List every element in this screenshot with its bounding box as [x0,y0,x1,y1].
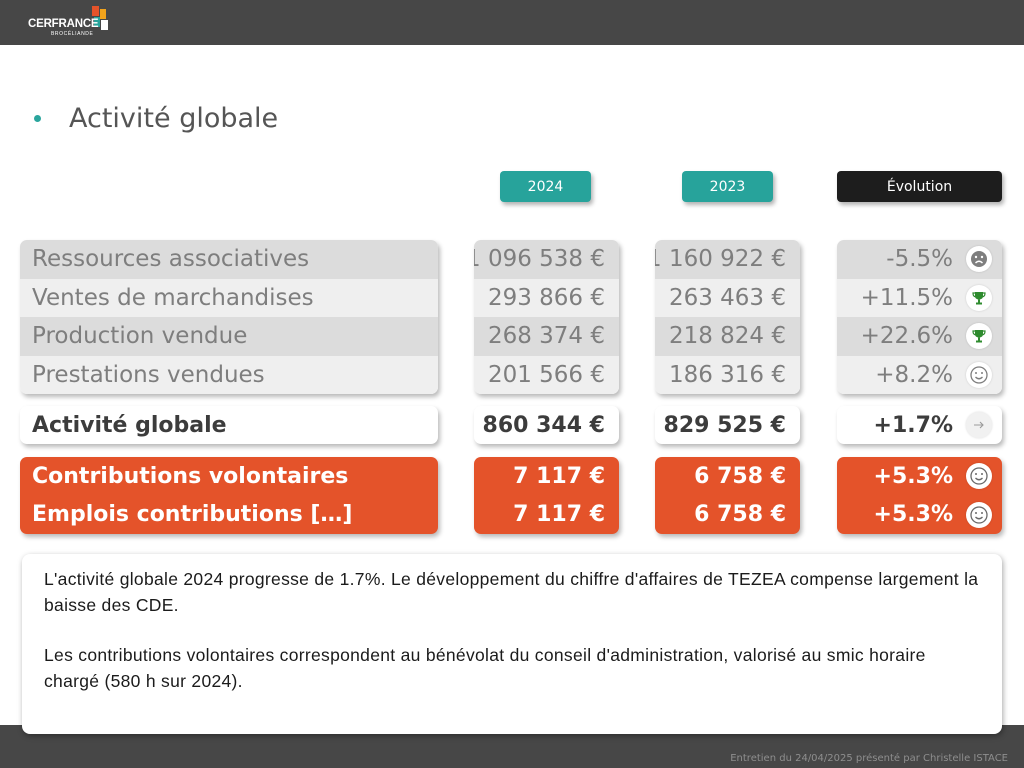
page-title-text: Activité globale [69,102,279,134]
evolution-cell: +11.5% [837,278,1002,317]
value-2024: 293 866 € [474,278,619,317]
contribution-2023: 6 758 € [694,463,786,489]
page-title: Activité globale [34,98,278,138]
total-evolution-box: +1.7% [837,406,1002,444]
total-2023: 1 829 525 € [655,412,786,438]
contribution-evolution-cell: +5.3% [837,457,1002,496]
contribution-2024: 7 117 € [513,463,605,489]
values-2024-box: 1 096 538 € 293 866 € 268 374 € 201 566 … [474,240,619,394]
evolution-cell: +8.2% [837,355,1002,394]
row-label: Production vendue [20,317,438,356]
row-label: Ventes de marchandises [20,278,438,317]
contribution-evolution: +5.3% [873,502,953,528]
top-bar: CERFRANCE BROCÉLIANDE [0,0,1024,45]
smile-face-icon [966,361,992,388]
sad-face-icon [966,246,992,273]
trophy-icon [966,323,992,350]
contribution-2024: 7 117 € [513,502,605,528]
total-evolution-cell: +1.7% [837,406,1002,444]
contributions-evolution-box: +5.3% +5.3% [837,457,1002,534]
value-2023: 186 316 € [655,355,800,394]
contribution-label: Emplois contributions […] [32,502,353,528]
row-label: Ressources associatives [20,240,438,279]
smile-face-icon [966,463,992,490]
value-2023: 218 824 € [655,317,800,356]
comment-box: L'activité globale 2024 progresse de 1.7… [22,554,1002,734]
bullet-icon [34,114,41,122]
contribution-evolution: +5.3% [873,463,953,489]
evolution-cell: +22.6% [837,317,1002,356]
arrow-right-icon [966,412,992,438]
evolution-box: -5.5% +11.5% +22.6% +8.2% [837,240,1002,394]
footer-text: Entretien du 24/04/2025 présenté par Chr… [730,753,1008,764]
contributions-label-box: Contributions volontaires Emplois contri… [20,457,438,534]
total-2023-box: 1 829 525 € [655,406,800,444]
values-2023-box: 1 160 922 € 263 463 € 218 824 € 186 316 … [655,240,800,394]
value-2023: 1 160 922 € [655,240,800,279]
total-label-box: Activité globale [20,406,438,444]
total-2024-box: 1 860 344 € [474,406,619,444]
trophy-icon [966,284,992,311]
logo-subtitle: BROCÉLIANDE [51,31,94,37]
evolution-value: -5.5% [886,246,953,273]
comment-paragraph-1: L'activité globale 2024 progresse de 1.7… [44,569,979,615]
logo-name: CERFRANCE [28,18,99,30]
labels-box: Ressources associatives Ventes de marcha… [20,240,438,394]
value-2024: 1 096 538 € [474,240,619,279]
evolution-value: +22.6% [860,323,953,350]
value-2023: 263 463 € [655,278,800,317]
column-header-2024: 2024 [500,171,591,202]
contribution-2023: 6 758 € [694,502,786,528]
value-2024: 268 374 € [474,317,619,356]
column-header-2023: 2023 [682,171,773,202]
total-label: Activité globale [32,412,227,438]
cerfrance-logo: CERFRANCE BROCÉLIANDE [28,6,128,40]
total-2024: 1 860 344 € [474,412,605,438]
evolution-value: +11.5% [860,284,953,311]
contribution-evolution-cell: +5.3% [837,496,1002,535]
contributions-2023-box: 6 758 € 6 758 € [655,457,800,534]
row-label: Prestations vendues [20,355,438,394]
total-evolution: +1.7% [873,412,953,438]
contributions-2024-box: 7 117 € 7 117 € [474,457,619,534]
value-2024: 201 566 € [474,355,619,394]
logo-mark-icon [92,6,108,30]
contribution-label: Contributions volontaires [32,463,349,489]
column-header-evolution: Évolution [837,171,1002,202]
evolution-value: +8.2% [875,361,953,388]
comment-paragraph-2: Les contributions volontaires correspond… [44,645,926,691]
evolution-cell: -5.5% [837,240,1002,279]
smile-face-icon [966,501,992,528]
